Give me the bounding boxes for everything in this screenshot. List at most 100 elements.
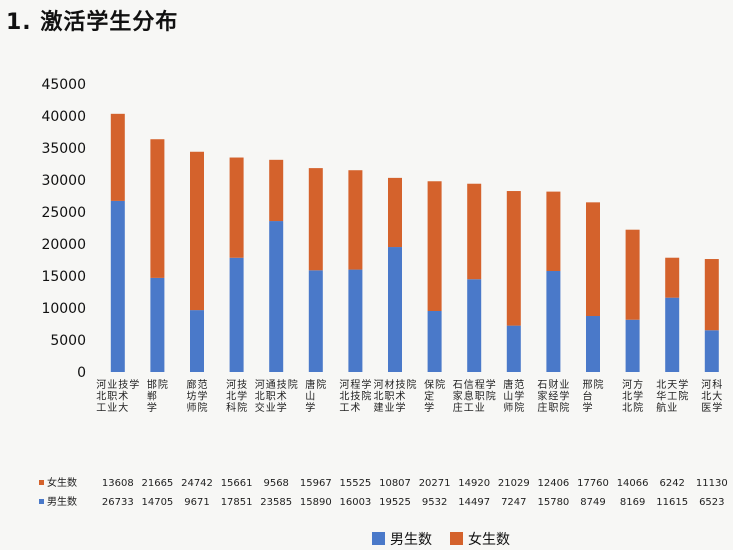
table-cell: 13608 bbox=[102, 478, 134, 489]
table-cell: 9532 bbox=[422, 497, 447, 508]
table-legend-swatch bbox=[39, 499, 44, 504]
bar-male bbox=[269, 221, 284, 372]
table-cell: 12406 bbox=[537, 478, 569, 489]
bar-female bbox=[467, 183, 482, 280]
category-label: 程职业 bbox=[475, 379, 485, 414]
category-label: 技术学 bbox=[396, 378, 406, 414]
category-label: 学院 bbox=[486, 378, 496, 403]
category-label: 河北医 bbox=[701, 379, 711, 414]
bar-female bbox=[269, 159, 284, 222]
category-label: 院 bbox=[316, 378, 326, 391]
table-cell: 11615 bbox=[656, 497, 688, 508]
y-tick-label: 10000 bbox=[41, 301, 86, 317]
category-label: 北华航 bbox=[656, 379, 666, 414]
category-label: 河北科 bbox=[226, 379, 236, 414]
category-label: 院 bbox=[288, 378, 298, 391]
table-cell: 14066 bbox=[617, 478, 649, 489]
bar-male bbox=[190, 310, 204, 372]
table-cell: 11130 bbox=[696, 478, 728, 489]
table-cell: 19525 bbox=[379, 497, 411, 508]
bar-male bbox=[150, 277, 165, 372]
table-cell: 24742 bbox=[181, 478, 213, 489]
bar-male bbox=[665, 297, 680, 372]
category-label: 唐山师 bbox=[503, 378, 513, 414]
category-label: 技术学 bbox=[277, 378, 287, 414]
category-label: 邢台学 bbox=[583, 379, 593, 414]
bar-female bbox=[150, 139, 165, 278]
table-cell: 14920 bbox=[458, 478, 490, 489]
category-label: 学院 bbox=[678, 378, 688, 403]
table-cell: 17760 bbox=[577, 478, 609, 489]
table-cell: 21665 bbox=[141, 478, 173, 489]
category-label: 范学院 bbox=[514, 378, 524, 414]
category-label: 唐山学 bbox=[305, 378, 315, 414]
category-label: 技学院 bbox=[237, 378, 247, 414]
y-tick-label: 25000 bbox=[41, 205, 86, 221]
table-cell: 6523 bbox=[699, 497, 724, 508]
bar-female bbox=[229, 157, 244, 258]
bar-female bbox=[665, 257, 680, 298]
bar-male bbox=[625, 319, 640, 372]
page-title: 1. 激活学生分布 bbox=[6, 10, 179, 35]
category-label: 河北工 bbox=[96, 379, 106, 414]
category-label: 天工业 bbox=[667, 380, 677, 414]
category-label: 通职业 bbox=[266, 379, 276, 414]
bar-male bbox=[388, 247, 402, 372]
category-label: 院 bbox=[407, 378, 417, 391]
bar-female bbox=[190, 151, 204, 311]
category-label: 河北交 bbox=[255, 379, 265, 414]
bar-female bbox=[506, 191, 521, 326]
table-cell: 9671 bbox=[184, 497, 209, 508]
table-cell: 21029 bbox=[498, 478, 530, 489]
y-tick-label: 20000 bbox=[41, 237, 86, 253]
bar-male bbox=[467, 279, 482, 372]
table-row-label: 男生数 bbox=[47, 495, 77, 508]
table-row-label: 女生数 bbox=[47, 476, 77, 489]
bar-male bbox=[229, 257, 244, 372]
table-cell: 26733 bbox=[102, 497, 134, 508]
category-label: 业学院 bbox=[559, 379, 569, 414]
bar-female bbox=[308, 168, 323, 271]
category-label: 范学院 bbox=[198, 378, 208, 414]
y-tick-label: 30000 bbox=[41, 173, 86, 189]
bar-female bbox=[625, 229, 640, 320]
legend-swatch bbox=[450, 532, 463, 545]
bar-male bbox=[586, 316, 600, 372]
bar-male bbox=[546, 271, 561, 372]
category-label: 技术大 bbox=[118, 378, 128, 414]
bar-female bbox=[586, 202, 600, 317]
table-cell: 15525 bbox=[339, 478, 371, 489]
category-label: 河北建 bbox=[374, 379, 384, 414]
category-label: 院 bbox=[158, 378, 168, 391]
table-legend-swatch bbox=[39, 480, 44, 485]
table-cell: 8749 bbox=[580, 497, 605, 508]
category-label: 学 bbox=[129, 378, 139, 391]
category-label: 财经职 bbox=[548, 378, 558, 414]
table-cell: 9568 bbox=[263, 478, 288, 489]
table-cell: 10807 bbox=[379, 478, 411, 489]
bar-female bbox=[546, 191, 561, 272]
bar-female bbox=[348, 170, 363, 270]
bar-female bbox=[110, 113, 125, 201]
bar-female bbox=[427, 181, 442, 311]
bar-male bbox=[506, 325, 521, 372]
category-label: 邯郸学 bbox=[147, 378, 157, 414]
table-cell: 15780 bbox=[537, 497, 569, 508]
bar-male bbox=[110, 200, 125, 372]
category-label: 廊坊师 bbox=[187, 378, 197, 414]
table-cell: 15661 bbox=[221, 478, 253, 489]
bar-male bbox=[427, 310, 442, 372]
table-cell: 20271 bbox=[419, 478, 451, 489]
y-tick-label: 40000 bbox=[41, 109, 86, 125]
category-label: 河北北 bbox=[622, 379, 632, 414]
legend-label: 女生数 bbox=[468, 531, 510, 548]
category-label: 石家庄 bbox=[537, 380, 547, 414]
table-cell: 15890 bbox=[300, 497, 332, 508]
bar-male bbox=[308, 270, 323, 372]
category-label: 方学院 bbox=[633, 378, 643, 414]
table-cell: 8169 bbox=[620, 497, 645, 508]
table-cell: 6242 bbox=[659, 478, 684, 489]
bar-male bbox=[704, 330, 719, 372]
y-tick-label: 35000 bbox=[41, 141, 86, 157]
category-label: 信息工 bbox=[464, 379, 474, 414]
